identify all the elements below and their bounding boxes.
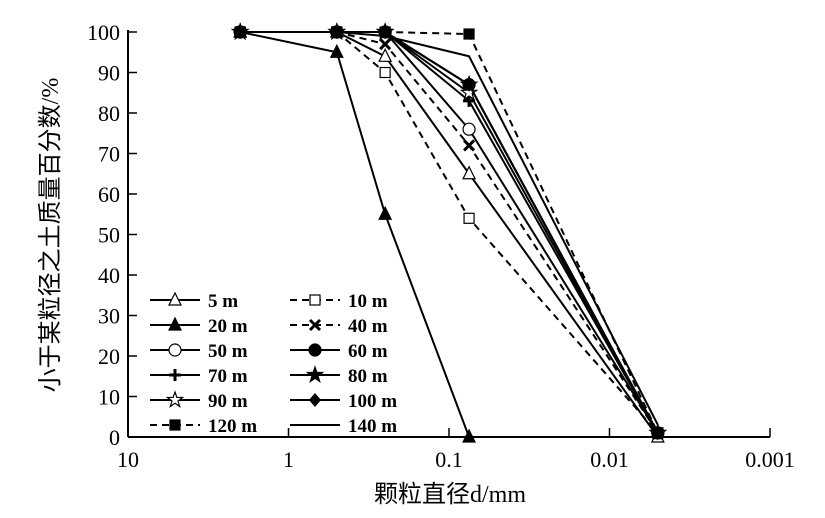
x-marker bbox=[308, 318, 322, 332]
legend-label: 20 m bbox=[208, 316, 248, 337]
circle-marker bbox=[462, 122, 476, 136]
legend-label: 60 m bbox=[348, 341, 388, 362]
series-line bbox=[239, 31, 470, 438]
y-tick-label: 0 bbox=[109, 425, 120, 450]
series-line bbox=[240, 31, 659, 434]
legend-label: 10 m bbox=[348, 291, 388, 312]
y-tick-label: 80 bbox=[98, 101, 120, 126]
legend-label: 100 m bbox=[348, 391, 397, 412]
legend-label: 90 m bbox=[208, 391, 248, 412]
series-40m bbox=[234, 25, 664, 440]
series-line bbox=[240, 31, 659, 434]
triangle-marker bbox=[378, 47, 393, 62]
series-100m bbox=[234, 25, 664, 440]
legend-label: 140 m bbox=[348, 416, 397, 437]
y-tick-label: 30 bbox=[98, 304, 120, 329]
series-140m bbox=[240, 31, 659, 426]
legend-label: 40 m bbox=[348, 316, 388, 337]
series-line bbox=[240, 31, 659, 434]
square-marker bbox=[169, 419, 181, 431]
legend-label: 50 m bbox=[208, 341, 248, 362]
series-60m bbox=[233, 25, 665, 440]
series-50m bbox=[233, 25, 665, 440]
square-marker bbox=[463, 28, 475, 40]
x-tick-label: 0.1 bbox=[435, 447, 463, 472]
square-marker bbox=[463, 212, 475, 224]
y-tick-label: 50 bbox=[98, 223, 120, 248]
series-line bbox=[240, 31, 659, 434]
series-line bbox=[240, 31, 659, 438]
y-tick-label: 60 bbox=[98, 182, 120, 207]
square-marker bbox=[652, 427, 664, 439]
diamond-marker bbox=[309, 393, 321, 407]
x-marker bbox=[379, 38, 392, 51]
x-tick-label: 0.001 bbox=[745, 447, 795, 472]
x-marker bbox=[462, 139, 476, 152]
y-tick-label: 20 bbox=[98, 344, 120, 369]
series-70m bbox=[234, 26, 664, 439]
y-axis-label: 小于某粒径之土质量百分数/% bbox=[37, 78, 64, 393]
triangle-marker bbox=[462, 165, 477, 180]
series-line bbox=[240, 31, 659, 434]
x-tick-label: 0.01 bbox=[590, 447, 629, 472]
triangle-marker bbox=[462, 428, 477, 443]
legend: 5 m 10 m 20 m 40 m 50 m 60 m 70 m 80 m 90 m 100 m… bbox=[150, 291, 397, 437]
series-5m bbox=[233, 23, 665, 443]
series-10m bbox=[234, 26, 664, 439]
legend-label: 70 m bbox=[208, 366, 248, 387]
legend-label: 80 m bbox=[348, 366, 388, 387]
circle-marker bbox=[168, 343, 182, 357]
series-line bbox=[240, 31, 659, 434]
series-line bbox=[240, 31, 659, 434]
x-tick-label: 1 bbox=[283, 447, 294, 472]
plus-marker bbox=[169, 369, 181, 381]
square-marker bbox=[309, 294, 321, 306]
x-tick-label: 10 bbox=[117, 447, 139, 472]
legend-label: 120 m bbox=[208, 416, 257, 437]
triangle-marker bbox=[378, 205, 393, 220]
series-120m bbox=[234, 26, 664, 439]
diamond-marker bbox=[463, 77, 476, 92]
series-90m bbox=[230, 22, 668, 441]
legend-label: 5 m bbox=[208, 291, 238, 312]
square-marker bbox=[379, 66, 391, 79]
star-marker bbox=[459, 82, 479, 101]
x-axis-label: 颗粒直径d/mm bbox=[374, 481, 526, 508]
series-line bbox=[240, 31, 659, 434]
y-tick-label: 90 bbox=[98, 61, 120, 86]
circle-marker bbox=[308, 343, 322, 357]
triangle-marker bbox=[168, 316, 182, 331]
triangle-marker bbox=[168, 291, 182, 306]
star-marker bbox=[165, 390, 185, 408]
star-marker bbox=[305, 365, 325, 383]
y-tick-label: 100 bbox=[87, 20, 120, 45]
series-line bbox=[240, 31, 659, 426]
triangle-marker bbox=[329, 43, 344, 58]
y-tick-label: 10 bbox=[98, 385, 120, 410]
y-tick-label: 70 bbox=[98, 142, 120, 167]
series-80m bbox=[230, 22, 668, 441]
y-tick-label: 40 bbox=[98, 263, 120, 288]
series-line bbox=[240, 31, 659, 434]
